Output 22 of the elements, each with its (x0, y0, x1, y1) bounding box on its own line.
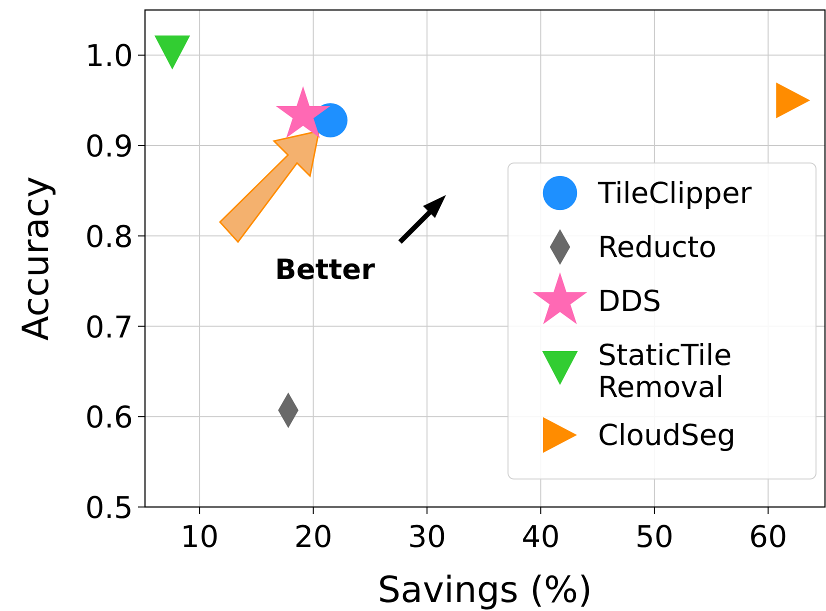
x-tick-label: 10 (180, 520, 219, 555)
legend-label: TileClipper (597, 176, 752, 210)
legend-label: DDS (598, 284, 662, 318)
x-tick-label: 50 (635, 520, 674, 555)
y-tick-label: 1.0 (85, 39, 133, 74)
legend-label: CloudSeg (598, 418, 736, 452)
y-tick-label: 0.6 (85, 400, 133, 436)
legend-label: Reducto (598, 230, 717, 264)
legend-label: StaticTile Removal (598, 338, 732, 404)
x-tick-label: 20 (294, 520, 332, 555)
x-tick-label: 60 (749, 520, 788, 555)
y-axis-title: Accuracy (16, 176, 57, 341)
y-tick-label: 0.8 (85, 220, 133, 255)
annotation: Better (275, 253, 376, 286)
y-tick-label: 0.9 (85, 130, 133, 165)
y-tick-label: 0.5 (85, 491, 133, 526)
y-tick-label: 0.7 (85, 310, 133, 346)
x-tick-label: 40 (522, 520, 560, 555)
x-tick-label: 30 (408, 520, 446, 555)
x-axis-title: Savings (%) (378, 570, 592, 611)
point (776, 82, 810, 118)
point (154, 35, 190, 70)
